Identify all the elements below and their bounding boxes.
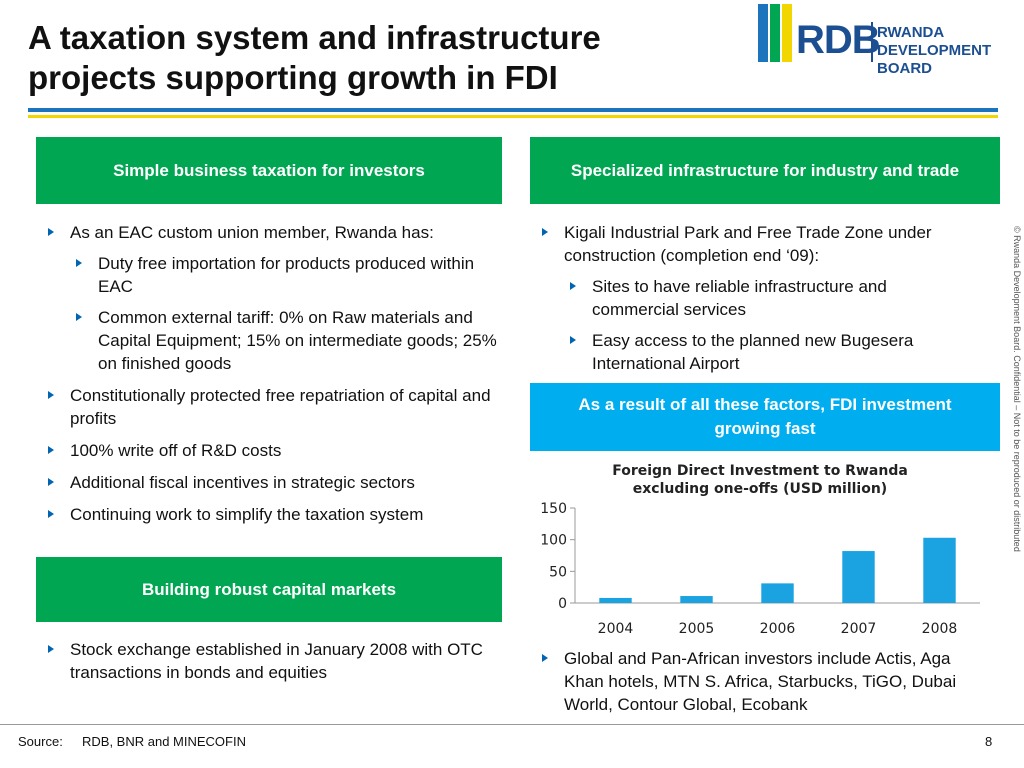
bullet-list: Kigali Industrial Park and Free Trade Zo…: [536, 221, 976, 384]
section-heading: Specialized infrastructure for industry …: [530, 137, 1000, 204]
title-line: A taxation system and infrastructure: [28, 19, 601, 56]
bar: [680, 596, 713, 603]
bar: [599, 597, 632, 603]
sub-list: Duty free importation for products produ…: [70, 252, 512, 375]
sub-bullet: Easy access to the planned new Bugesera …: [564, 329, 976, 375]
bullet-text: Stock exchange established in January 20…: [70, 640, 483, 682]
bullet: Constitutionally protected free repatria…: [42, 384, 512, 430]
chart-title: Foreign Direct Investment to Rwanda excl…: [612, 463, 908, 497]
x-tick-label: 2008: [922, 621, 958, 637]
x-tick-label: 2005: [679, 621, 715, 637]
bullet: Stock exchange established in January 20…: [42, 638, 492, 684]
header-rule: [28, 115, 998, 118]
bullet: As an EAC custom union member, Rwanda ha…: [42, 221, 512, 375]
bullet-text: Constitutionally protected free repatria…: [70, 386, 491, 428]
logo-bar: [770, 4, 780, 62]
y-tick-label: 150: [540, 501, 567, 517]
header-rule: [28, 108, 998, 112]
page-number: 8: [985, 734, 993, 749]
logo-name: RWANDA DEVELOPMENT BOARD: [877, 24, 1024, 78]
section-heading: Simple business taxation for investors: [36, 137, 502, 204]
title-line: projects supporting growth in FDI: [28, 59, 558, 96]
bullet-text: Easy access to the planned new Bugesera …: [592, 331, 914, 373]
logo-bar: [758, 4, 768, 62]
bullet-text: Common external tariff: 0% on Raw materi…: [98, 308, 497, 373]
bullet-text: Duty free importation for products produ…: [98, 254, 475, 296]
sub-bullet: Duty free importation for products produ…: [70, 252, 512, 298]
chart: 0 50 100 150 2004 2005 2006 2007 2008: [540, 501, 980, 637]
footer-rule: [0, 724, 1024, 725]
bullet: Continuing work to simplify the taxation…: [42, 503, 512, 526]
slide-title: A taxation system and infrastructure pro…: [28, 18, 601, 98]
y-tick-label: 100: [540, 533, 567, 549]
bar: [842, 551, 875, 603]
section-heading: As a result of all these factors, FDI in…: [530, 383, 1000, 451]
bar: [923, 537, 956, 603]
source-text: RDB, BNR and MINECOFIN: [82, 734, 246, 749]
bullet-text: Continuing work to simplify the taxation…: [70, 505, 424, 524]
x-tick-label: 2007: [841, 621, 877, 637]
logo-divider: [871, 22, 873, 62]
bullet-text: Kigali Industrial Park and Free Trade Zo…: [564, 223, 932, 265]
bullet: Additional fiscal incentives in strategi…: [42, 471, 512, 494]
bullet-list: As an EAC custom union member, Rwanda ha…: [42, 221, 512, 535]
bullet: 100% write off of R&D costs: [42, 439, 512, 462]
bullet: Kigali Industrial Park and Free Trade Zo…: [536, 221, 976, 375]
bullet-text: As an EAC custom union member, Rwanda ha…: [70, 223, 434, 242]
bullet-text: 100% write off of R&D costs: [70, 441, 282, 460]
x-tick-label: 2004: [598, 621, 634, 637]
sub-bullet: Common external tariff: 0% on Raw materi…: [70, 306, 512, 375]
logo-line: DEVELOPMENT BOARD: [877, 42, 992, 77]
x-tick-label: 2006: [760, 621, 796, 637]
sub-bullet: Sites to have reliable infrastructure an…: [564, 275, 976, 321]
confidential-note: © Rwanda Development Board. Confidential…: [1012, 226, 1022, 552]
bullet-list: Stock exchange established in January 20…: [42, 638, 492, 693]
bullet: Global and Pan-African investors include…: [536, 647, 986, 716]
logo-abbr: RDB: [796, 18, 881, 62]
bar: [761, 583, 794, 603]
logo-line: RWANDA: [877, 24, 945, 41]
bullet-text: Global and Pan-African investors include…: [564, 649, 957, 714]
y-tick-label: 0: [558, 596, 567, 612]
section-heading: Building robust capital markets: [36, 557, 502, 622]
source-label: Source:: [18, 734, 63, 749]
logo-bar: [782, 4, 792, 62]
y-tick-label: 50: [549, 564, 567, 580]
bullet-list: Global and Pan-African investors include…: [536, 647, 986, 725]
bullet-text: Sites to have reliable infrastructure an…: [592, 277, 887, 319]
bullet-text: Additional fiscal incentives in strategi…: [70, 473, 415, 492]
sub-list: Sites to have reliable infrastructure an…: [564, 275, 976, 375]
